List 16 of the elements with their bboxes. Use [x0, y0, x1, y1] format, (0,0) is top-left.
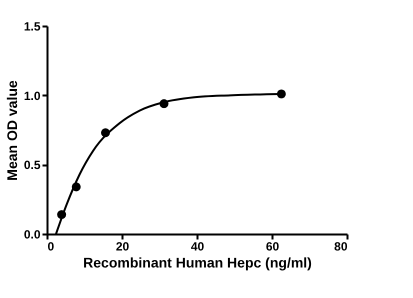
y-axis-title: Mean OD value	[4, 80, 20, 181]
point	[160, 99, 168, 108]
x-tick-label: 80	[334, 240, 348, 254]
x-tick-label: 0	[48, 240, 54, 254]
point	[101, 128, 110, 138]
point	[276, 89, 286, 98]
x-axis-title: Recombinant Human Hepc (ng/ml)	[83, 254, 312, 270]
point	[72, 182, 81, 192]
point	[57, 210, 66, 220]
y-tick-label: 1.0	[24, 88, 41, 103]
x-tick-label: 40	[190, 240, 204, 254]
x-tick-label: 20	[116, 240, 130, 254]
y-tick-label: 0.0	[24, 228, 41, 242]
y-tick-label: 0.5	[24, 158, 41, 172]
y-tick-label: 1.5	[24, 20, 41, 34]
x-tick-label: 60	[266, 240, 280, 254]
